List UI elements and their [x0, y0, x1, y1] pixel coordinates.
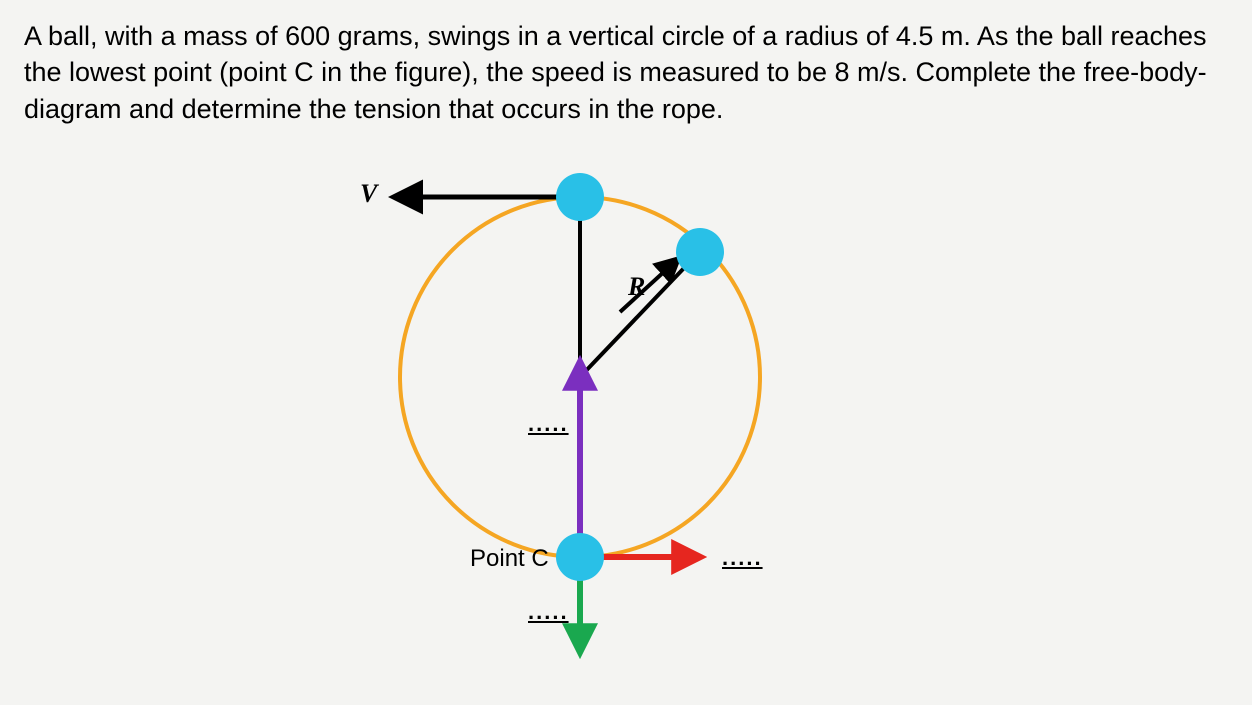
ball-upper-right	[676, 228, 724, 276]
ball-top	[556, 173, 604, 221]
label-v: V	[360, 179, 377, 209]
blank-weight[interactable]: .....	[528, 599, 569, 625]
blank-tension[interactable]: .....	[528, 411, 569, 437]
label-r: R	[628, 272, 645, 302]
problem-statement: A ball, with a mass of 600 grams, swings…	[0, 0, 1252, 127]
diagram-svg	[0, 127, 1252, 667]
diagram-container: V R Point C ..... ..... .....	[0, 127, 1252, 667]
ball-point-c	[556, 533, 604, 581]
label-point-c: Point C	[470, 545, 549, 573]
blank-velocity[interactable]: .....	[722, 545, 763, 571]
